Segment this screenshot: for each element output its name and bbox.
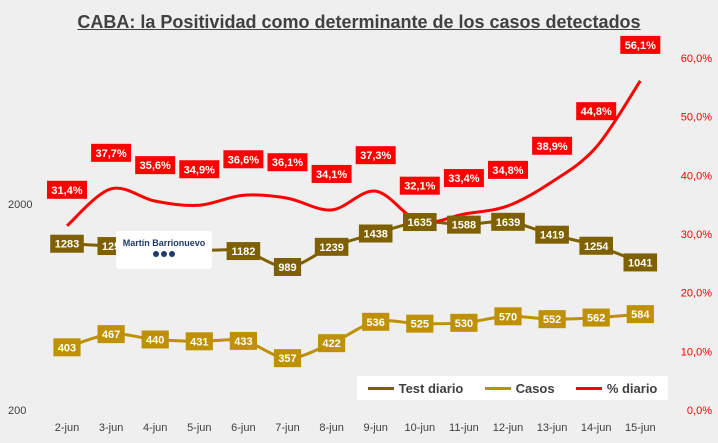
- data-label-pct: 37,3%: [360, 150, 391, 162]
- data-label-pct: 35,6%: [140, 160, 171, 172]
- data-label-casos: 467: [102, 329, 120, 341]
- data-label-casos: 422: [322, 338, 340, 350]
- data-label-test: 1239: [319, 242, 343, 254]
- left-tick-label: 2000: [8, 199, 32, 211]
- legend-swatch-casos: [485, 387, 511, 390]
- data-label-test: 1438: [363, 229, 387, 241]
- left-axis: 2000 200: [8, 199, 32, 417]
- legend-item-casos: Casos: [485, 381, 555, 396]
- data-label-casos: 584: [631, 309, 650, 321]
- data-label-casos: 403: [58, 342, 76, 354]
- data-label-casos: 536: [367, 317, 385, 329]
- data-label-test: 989: [278, 262, 296, 274]
- right-tick-label: 0,0%: [687, 405, 712, 417]
- data-label-casos: 552: [543, 314, 561, 326]
- x-tick-label: 11-jun: [449, 422, 479, 434]
- author-watermark: Martín Barrionuevo: [116, 231, 212, 269]
- legend-label-test: Test diario: [399, 381, 464, 396]
- legend-label-pct: % diario: [607, 381, 658, 396]
- data-label-pct: 56,1%: [625, 40, 656, 52]
- x-tick-label: 2-jun: [55, 422, 79, 434]
- data-label-test: 1283: [55, 239, 79, 251]
- data-label-test: 1419: [540, 230, 564, 242]
- right-tick-label: 60,0%: [681, 53, 712, 65]
- data-label-pct: 37,7%: [95, 148, 126, 160]
- social-icon: [153, 251, 159, 257]
- x-tick-label: 5-jun: [187, 422, 211, 434]
- x-tick-label: 7-jun: [275, 422, 299, 434]
- right-tick-label: 40,0%: [681, 170, 712, 182]
- author-name: Martín Barrionuevo: [116, 238, 212, 248]
- left-tick-label: 200: [8, 405, 26, 417]
- social-icon: [169, 251, 175, 257]
- x-tick-label: 8-jun: [319, 422, 343, 434]
- data-label-pct: 34,8%: [492, 165, 523, 177]
- data-label-pct: 38,9%: [536, 141, 567, 153]
- data-label-casos: 562: [587, 313, 605, 325]
- chart-legend: Test diario Casos % diario: [357, 376, 668, 400]
- data-label-test: 1639: [496, 217, 520, 229]
- data-label-test: 1254: [584, 241, 609, 253]
- data-label-test: 1635: [408, 217, 432, 229]
- data-label-test: 1182: [231, 246, 255, 258]
- data-label-casos: 357: [278, 353, 296, 365]
- social-icon: [161, 251, 167, 257]
- data-label-casos: 525: [411, 319, 429, 331]
- data-label-casos: 433: [234, 336, 252, 348]
- right-axis: 0,0% 10,0% 20,0% 30,0% 40,0% 50,0% 60,0%: [681, 53, 712, 417]
- data-label-pct: 36,6%: [228, 154, 259, 166]
- x-tick-label: 10-jun: [405, 422, 436, 434]
- social-icons: [116, 251, 212, 257]
- right-tick-label: 10,0%: [681, 346, 712, 358]
- data-label-casos: 570: [499, 311, 517, 323]
- data-label-test: 1041: [628, 257, 652, 269]
- right-tick-label: 30,0%: [681, 229, 712, 241]
- data-label-pct: 32,1%: [404, 181, 435, 193]
- data-label-pct: 44,8%: [581, 106, 612, 118]
- legend-item-test: Test diario: [368, 381, 464, 396]
- data-label-casos: 431: [190, 336, 208, 348]
- legend-item-pct: % diario: [576, 381, 658, 396]
- right-tick-label: 20,0%: [681, 288, 712, 300]
- x-tick-label: 4-jun: [143, 422, 167, 434]
- legend-label-casos: Casos: [516, 381, 555, 396]
- x-tick-label: 13-jun: [537, 422, 568, 434]
- data-label-pct: 31,4%: [51, 185, 82, 197]
- data-label-pct: 33,4%: [448, 173, 479, 185]
- x-tick-label: 6-jun: [231, 422, 255, 434]
- x-tick-label: 3-jun: [99, 422, 123, 434]
- right-tick-label: 50,0%: [681, 112, 712, 124]
- data-label-pct: 36,1%: [272, 157, 303, 169]
- data-label-casos: 440: [146, 334, 164, 346]
- x-axis: 2-jun 3-jun 4-jun 5-jun 6-jun 7-jun 8-jun 9-jun…: [55, 422, 656, 434]
- data-label-pct: 34,1%: [316, 169, 347, 181]
- legend-swatch-pct: [576, 387, 602, 390]
- x-tick-label: 14-jun: [581, 422, 612, 434]
- legend-swatch-test: [368, 387, 394, 390]
- x-tick-label: 9-jun: [363, 422, 387, 434]
- data-label-test: 1588: [452, 220, 476, 232]
- x-tick-label: 12-jun: [493, 422, 524, 434]
- x-tick-label: 15-jun: [625, 422, 656, 434]
- data-label-casos: 530: [455, 318, 473, 330]
- data-label-pct: 34,9%: [184, 164, 215, 176]
